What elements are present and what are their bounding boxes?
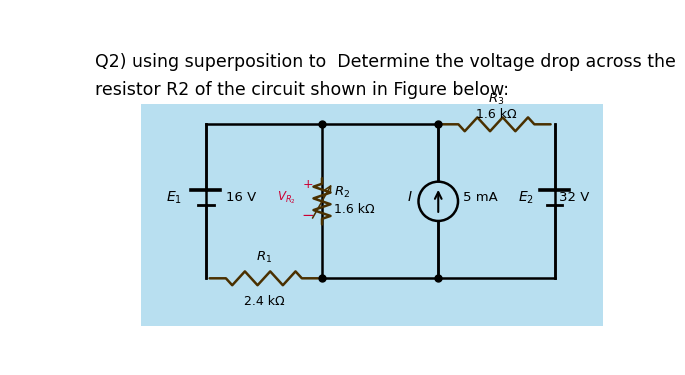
Text: $I$: $I$ <box>407 190 412 204</box>
Text: 16 V: 16 V <box>226 191 256 204</box>
Text: 1.6 kΩ: 1.6 kΩ <box>476 108 516 121</box>
Text: Q2) using superposition to  Determine the voltage drop across the: Q2) using superposition to Determine the… <box>95 53 676 71</box>
Text: 2.4 kΩ: 2.4 kΩ <box>244 295 284 308</box>
Text: resistor R2 of the circuit shown in Figure below:: resistor R2 of the circuit shown in Figu… <box>95 81 509 99</box>
Text: $R_3$: $R_3$ <box>488 92 505 107</box>
Text: $R_1$: $R_1$ <box>256 250 272 265</box>
Text: $V_{R_2}$: $V_{R_2}$ <box>277 189 296 206</box>
Text: 32 V: 32 V <box>559 191 590 204</box>
Circle shape <box>419 182 458 221</box>
Text: $E_1$: $E_1$ <box>166 189 182 206</box>
Text: $E_2$: $E_2$ <box>518 189 534 206</box>
Text: 1.6 kΩ: 1.6 kΩ <box>334 202 375 216</box>
Text: −: − <box>301 208 314 223</box>
Text: +: + <box>303 178 313 191</box>
Text: 5 mA: 5 mA <box>463 191 498 204</box>
FancyBboxPatch shape <box>141 104 603 326</box>
Text: $R_2$: $R_2$ <box>334 184 351 200</box>
